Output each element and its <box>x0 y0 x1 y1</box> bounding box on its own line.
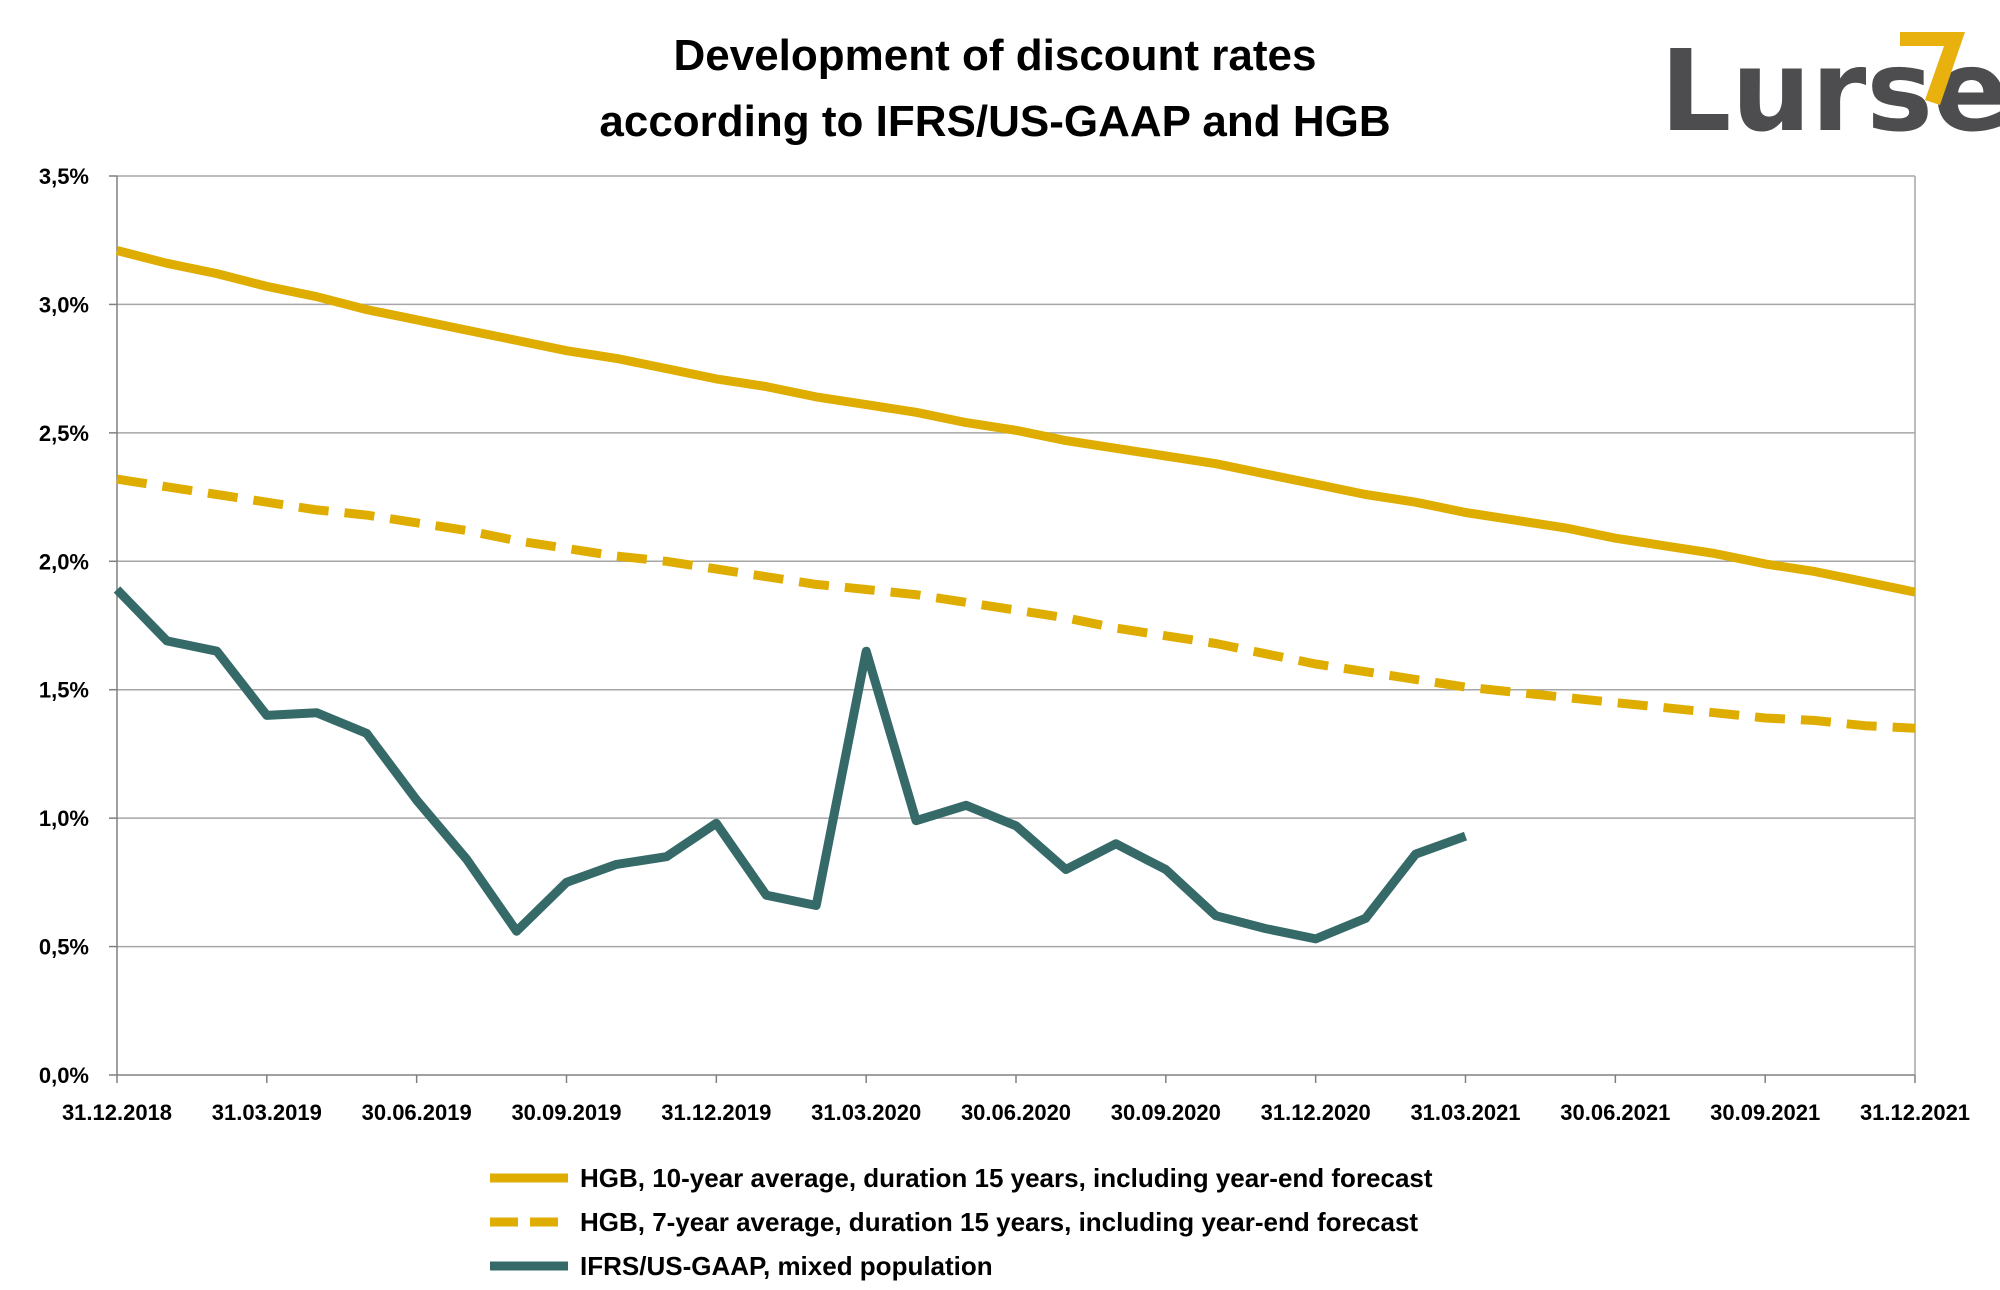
x-tick-label: 31.03.2019 <box>212 1100 322 1125</box>
y-axis-tick-labels: 0,0% 0,5% 1,0% 1,5% 2,0% 2,5% 3,0% 3,5% <box>39 164 89 1088</box>
legend-item-ifrs: IFRS/US-GAAP, mixed population <box>490 1251 993 1281</box>
data-series <box>113 246 1916 944</box>
ifrs-us-gaap-line <box>113 586 1468 944</box>
x-tick-label: 30.06.2021 <box>1560 1100 1670 1125</box>
y-tick-label: 3,5% <box>39 164 89 189</box>
y-tick-label: 3,0% <box>39 292 89 317</box>
chart-title-line-2: according to IFRS/US-GAAP and HGB <box>599 97 1390 146</box>
y-tick-label: 1,0% <box>39 806 89 831</box>
lurse-logo: Lurse <box>1660 27 2000 157</box>
x-tick-label: 31.12.2019 <box>661 1100 771 1125</box>
legend-item-hgb-10-year: HGB, 10-year average, duration 15 years,… <box>490 1163 1433 1193</box>
x-tick-label: 31.12.2021 <box>1860 1100 1970 1125</box>
legend-label: IFRS/US-GAAP, mixed population <box>580 1251 993 1281</box>
y-tick-label: 2,5% <box>39 421 89 446</box>
y-tick-label: 2,0% <box>39 549 89 574</box>
x-tick-label: 31.12.2020 <box>1261 1100 1371 1125</box>
x-tick-label: 30.09.2019 <box>511 1100 621 1125</box>
legend-item-hgb-7-year: HGB, 7-year average, duration 15 years, … <box>490 1207 1418 1237</box>
hgb-7-year-dashed-line <box>116 474 1916 733</box>
hgb-10-year-line <box>115 246 1916 597</box>
x-tick-label: 31.03.2021 <box>1410 1100 1520 1125</box>
x-axis-tick-labels: 31.12.2018 31.03.2019 30.06.2019 30.09.2019… <box>62 1100 1970 1125</box>
x-tick-label: 30.06.2020 <box>961 1100 1071 1125</box>
chart-title-line-1: Development of discount rates <box>673 31 1316 80</box>
x-tick-label: 30.06.2019 <box>362 1100 472 1125</box>
axes <box>116 176 1916 1083</box>
x-tick-label: 30.09.2020 <box>1111 1100 1221 1125</box>
logo-mark-icon <box>1900 32 1965 105</box>
y-tick-label: 1,5% <box>39 678 89 703</box>
x-tick-label: 30.09.2021 <box>1710 1100 1820 1125</box>
y-tick-label: 0,0% <box>39 1063 89 1088</box>
x-tick-label: 31.12.2018 <box>62 1100 172 1125</box>
legend: HGB, 10-year average, duration 15 years,… <box>490 1163 1433 1281</box>
x-tick-label: 31.03.2020 <box>811 1100 921 1125</box>
legend-label: HGB, 7-year average, duration 15 years, … <box>580 1207 1418 1237</box>
legend-label: HGB, 10-year average, duration 15 years,… <box>580 1163 1433 1193</box>
y-tick-label: 0,5% <box>39 935 89 960</box>
